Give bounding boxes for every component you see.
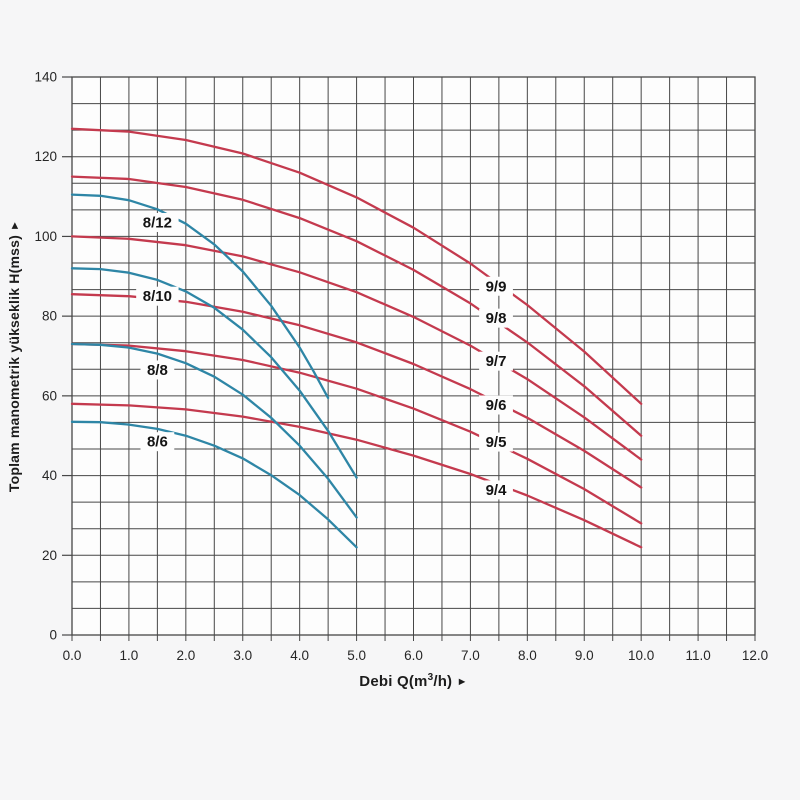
y-tick-label: 60 [42,388,57,403]
curve-8-6 [70,420,358,549]
y-axis-title-text: Toplam manometrik yükseklik H(mss) [6,230,22,493]
curve-label-halo-8-6 [140,432,175,452]
curve-8-12 [70,193,330,400]
curve-label-9-6: 9/6 [486,397,507,414]
x-tick-label: 4.0 [290,648,309,663]
x-tick-label: 5.0 [347,648,366,663]
plot-border [71,76,756,636]
curve-9-9 [70,127,643,405]
x-tick-label: 1.0 [120,648,139,663]
curve-label-9-9: 9/9 [486,278,507,295]
x-axis-title-suffix: /h) [433,673,457,690]
curve-label-halo-9-9 [479,276,513,296]
x-tick-label: 0.0 [63,648,82,663]
curve-9-7 [70,235,643,461]
curve-label-halo-9-8 [479,308,513,328]
y-tick-label: 80 [42,309,57,324]
x-axis-title: Debi Q(m3/h) ► [72,672,755,690]
curve-label-9-4: 9/4 [486,482,508,499]
y-tick-label: 0 [49,628,57,643]
curve-8-8 [70,342,358,519]
curve-label-9-5: 9/5 [486,434,507,451]
curve-label-8-10: 8/10 [143,288,172,305]
y-tick-label: 100 [34,229,57,244]
y-tick-label: 120 [34,149,57,164]
curve-label-halo-8-10 [136,286,179,306]
y-tick-label: 40 [42,468,57,483]
curve-9-8 [70,175,643,437]
curve-label-halo-9-6 [479,395,513,415]
curve-9-4 [70,402,643,549]
curve-label-8-12: 8/12 [143,214,172,231]
curve-9-5 [70,342,643,525]
curve-8-10 [70,267,358,479]
x-axis-title-prefix: Debi Q(m [359,673,428,690]
curve-label-halo-9-5 [479,432,513,452]
x-tick-label: 7.0 [461,648,480,663]
curve-label-8-6: 8/6 [147,434,168,451]
curve-label-halo-8-8 [140,360,175,380]
y-axis-title: Toplam manometrik yükseklik H(mss) ► [6,77,30,635]
x-tick-label: 10.0 [628,648,654,663]
curve-label-9-8: 9/8 [486,310,507,327]
curve-label-halo-8-12 [136,212,179,232]
x-tick-label: 6.0 [404,648,423,663]
x-tick-label: 12.0 [742,648,768,663]
curve-label-halo-9-7 [479,351,513,371]
up-arrow-icon: ► [9,219,21,231]
y-tick-label: 20 [42,548,57,563]
x-tick-label: 8.0 [518,648,537,663]
y-tick-label: 140 [34,70,57,85]
x-axis-title-sup: 3 [427,672,434,683]
right-arrow-icon: ► [456,676,468,688]
x-tick-label: 9.0 [575,648,594,663]
curve-label-8-8: 8/8 [147,362,168,379]
x-tick-label: 2.0 [176,648,195,663]
curve-label-9-7: 9/7 [486,353,507,370]
curve-label-halo-9-4 [479,480,513,500]
x-tick-label: 11.0 [685,648,710,663]
x-tick-label: 3.0 [233,648,252,663]
